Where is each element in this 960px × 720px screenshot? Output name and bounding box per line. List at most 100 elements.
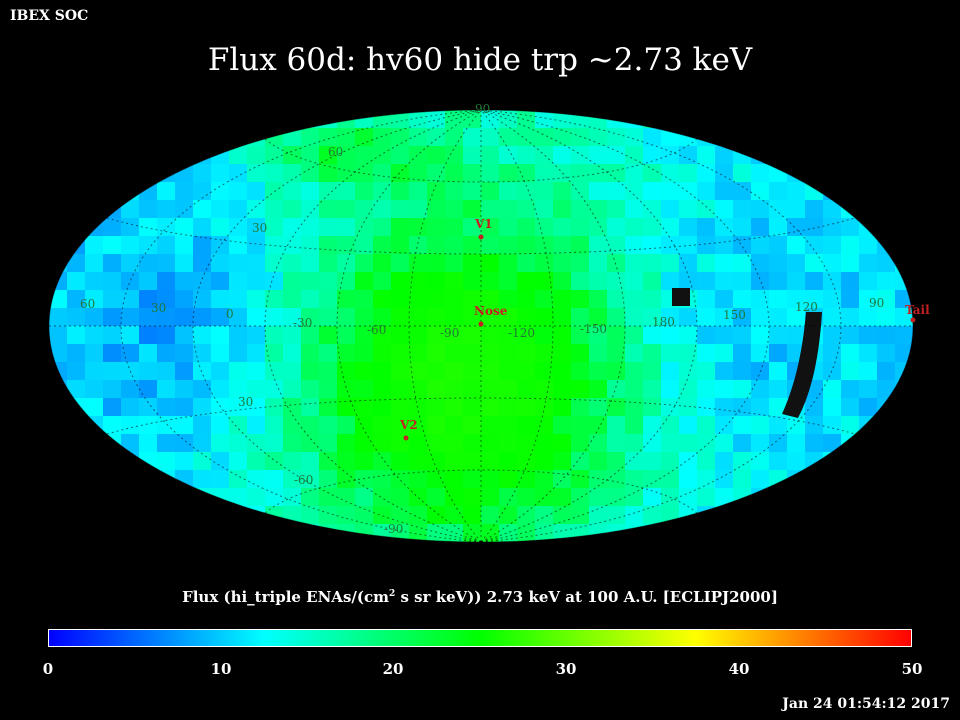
flux-pixel	[715, 488, 734, 507]
flux-pixel	[193, 254, 212, 273]
flux-pixel	[409, 272, 428, 291]
flux-pixel	[481, 506, 500, 525]
flux-pixel	[409, 200, 428, 219]
flux-pixel	[427, 506, 446, 525]
flux-pixel	[859, 362, 878, 381]
flux-pixel	[103, 416, 122, 435]
sky-map: 90 60 30 30 -60 -90 60 30 0 -30 -60 -90 …	[48, 102, 930, 543]
flux-pixel	[607, 164, 626, 183]
flux-pixel	[877, 326, 896, 345]
flux-pixel	[679, 416, 698, 435]
flux-pixel	[409, 362, 428, 381]
flux-pixel	[265, 344, 284, 363]
flux-pixel	[337, 452, 356, 471]
flux-pixel	[301, 236, 320, 255]
colorbar-tick-label: 20	[382, 660, 404, 678]
flux-pixel	[517, 128, 536, 147]
flux-pixel	[247, 182, 266, 201]
lon-label: 180	[652, 315, 675, 329]
flux-pixel	[409, 236, 428, 255]
flux-pixel	[211, 434, 230, 453]
flux-pixel	[895, 362, 913, 381]
flux-pixel	[139, 146, 158, 165]
flux-pixel	[517, 290, 536, 309]
flux-pixel	[823, 164, 842, 183]
flux-pixel	[823, 272, 842, 291]
flux-pixel	[877, 506, 896, 525]
flux-pixel	[679, 398, 698, 417]
flux-pixel	[247, 164, 266, 183]
flux-pixel	[463, 236, 482, 255]
flux-pixel	[607, 290, 626, 309]
flux-pixel	[751, 200, 770, 219]
flux-pixel	[715, 272, 734, 291]
flux-pixel	[751, 524, 770, 542]
flux-pixel	[733, 146, 752, 165]
flux-pixel	[661, 380, 680, 399]
flux-pixel	[661, 524, 680, 542]
flux-pixel	[175, 218, 194, 237]
flux-pixel	[859, 110, 878, 129]
flux-pixel	[193, 308, 212, 327]
flux-pixel	[319, 488, 338, 507]
flux-pixel	[319, 272, 338, 291]
flux-pixel	[751, 110, 770, 129]
flux-pixel	[337, 326, 356, 345]
flux-pixel	[733, 524, 752, 542]
nose-marker-dot	[478, 321, 484, 327]
flux-pixel	[679, 164, 698, 183]
flux-pixel	[625, 290, 644, 309]
flux-pixel	[823, 326, 842, 345]
meridian-line	[336, 109, 482, 543]
flux-pixel	[769, 452, 788, 471]
flux-pixel	[607, 506, 626, 525]
flux-pixel	[85, 308, 104, 327]
masked-region	[782, 312, 822, 418]
flux-pixel	[895, 146, 913, 165]
flux-pixel	[751, 326, 770, 345]
flux-pixel	[571, 218, 590, 237]
flux-pixel	[697, 110, 716, 129]
flux-pixel	[661, 326, 680, 345]
flux-pixel	[247, 398, 266, 417]
flux-pixel	[751, 290, 770, 309]
flux-pixel	[535, 182, 554, 201]
flux-pixel	[247, 254, 266, 273]
flux-pixel	[769, 272, 788, 291]
flux-pixel	[841, 128, 860, 147]
flux-pixel	[229, 272, 248, 291]
flux-pixel	[409, 434, 428, 453]
flux-pixel	[787, 146, 806, 165]
flux-pixel	[553, 236, 572, 255]
flux-pixel	[751, 344, 770, 363]
flux-pixel	[391, 200, 410, 219]
flux-pixel	[679, 254, 698, 273]
flux-pixel	[283, 146, 302, 165]
flux-pixel	[409, 182, 428, 201]
flux-pixel	[535, 362, 554, 381]
flux-pixel	[85, 128, 104, 147]
flux-pixel	[499, 236, 518, 255]
flux-pixel	[571, 272, 590, 291]
flux-pixel	[337, 524, 356, 542]
flux-pixel	[877, 254, 896, 273]
flux-pixel	[751, 236, 770, 255]
flux-pixel	[85, 182, 104, 201]
flux-pixel	[121, 470, 140, 489]
flux-pixel	[211, 524, 230, 542]
flux-pixel	[607, 308, 626, 327]
flux-pixel	[859, 200, 878, 219]
flux-pixel	[895, 236, 913, 255]
flux-pixel	[517, 110, 536, 129]
flux-pixel	[481, 290, 500, 309]
flux-pixel	[715, 290, 734, 309]
flux-pixel	[787, 110, 806, 129]
flux-pixel	[211, 218, 230, 237]
flux-pixel	[625, 344, 644, 363]
flux-pixel	[535, 416, 554, 435]
flux-pixel	[373, 398, 392, 417]
flux-pixel	[589, 254, 608, 273]
flux-pixel	[517, 272, 536, 291]
flux-pixel	[121, 146, 140, 165]
flux-pixel	[427, 146, 446, 165]
